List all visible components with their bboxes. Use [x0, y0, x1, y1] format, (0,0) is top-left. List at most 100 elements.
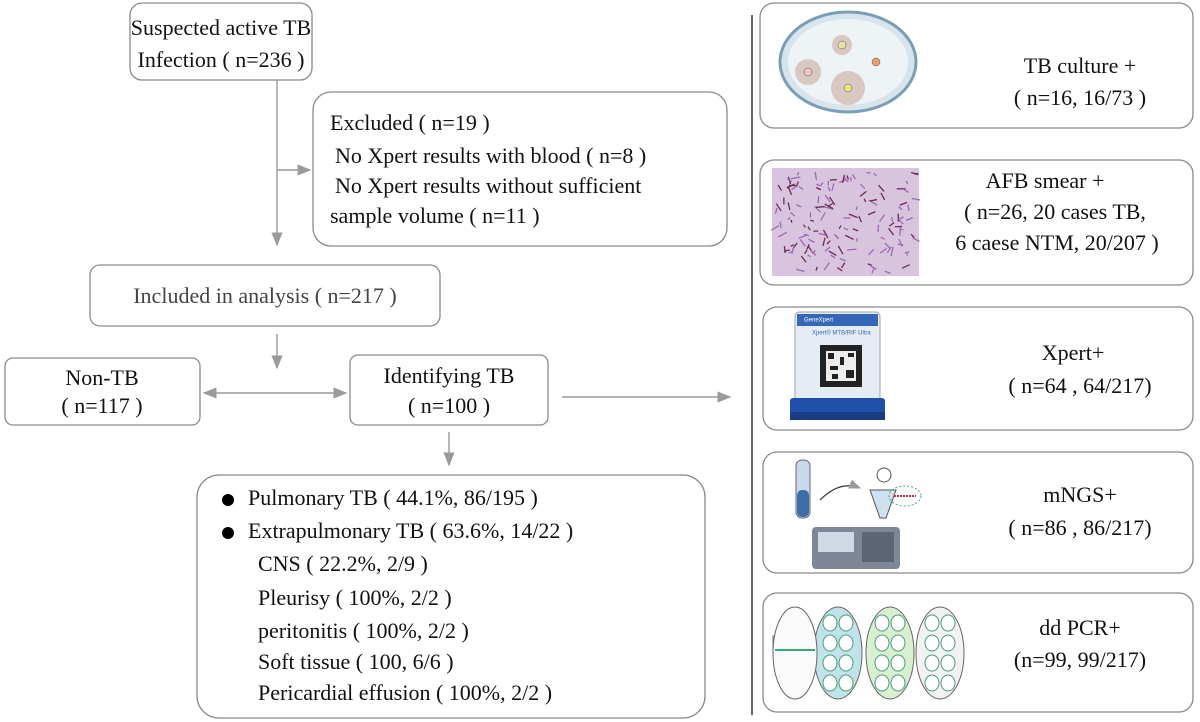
icon-detail [884, 242, 891, 249]
icon-detail [897, 243, 904, 246]
icon-detail [869, 264, 877, 271]
icon-detail [898, 205, 903, 211]
icon-detail [890, 634, 906, 652]
method-label: ( n=86 , 86/217) [1008, 515, 1151, 540]
bullet [222, 494, 234, 506]
icon-detail [786, 183, 795, 189]
icon-detail [808, 238, 815, 244]
icon-detail [814, 171, 818, 181]
icon-detail [787, 202, 791, 211]
icon-detail [901, 264, 910, 269]
ddpcr-icon [772, 606, 965, 700]
icon-detail [915, 606, 965, 700]
icon-detail [828, 250, 837, 257]
icon-detail [898, 238, 904, 247]
icon-detail [924, 654, 940, 672]
icon-detail [820, 212, 826, 221]
icon-detail [907, 204, 910, 211]
icon-detail [874, 614, 890, 632]
icon-detail [783, 249, 790, 252]
icon-detail [865, 606, 915, 700]
icon-detail [824, 194, 831, 203]
identifying-box [349, 354, 549, 426]
excluded-text: sample volume ( n=11 ) [330, 203, 540, 228]
icon-detail [897, 216, 904, 221]
icon-detail [800, 255, 807, 263]
method-label: TB culture + [1024, 53, 1137, 78]
icon-detail [843, 176, 849, 183]
icon-detail [878, 184, 885, 192]
icon-detail [791, 184, 799, 191]
icon-detail [873, 172, 877, 177]
icon-detail [795, 268, 805, 273]
icon-detail [880, 192, 886, 201]
smear-icon [770, 168, 921, 276]
icon-detail [879, 247, 888, 254]
site-text: Soft tissue ( 100, 6/6 ) [258, 649, 454, 674]
icon-detail [831, 183, 835, 191]
icon-detail [839, 257, 846, 262]
icon-detail [820, 182, 824, 187]
method-label: Xpert+ [1042, 340, 1105, 365]
icon-detail [867, 211, 876, 216]
icon-detail [814, 206, 822, 213]
icon-detail [889, 221, 895, 227]
site-text: peritonitis ( 100%, 2/2 ) [258, 618, 469, 643]
icon-detail [838, 634, 854, 652]
icon-detail [799, 239, 806, 247]
icon-detail [902, 188, 909, 193]
icon-detail [863, 198, 867, 203]
icon-detail [838, 654, 854, 672]
icon-detail [816, 187, 822, 191]
icon-detail [891, 216, 894, 222]
icon-detail [869, 198, 878, 202]
icon-detail [824, 206, 834, 210]
method-label: ( n=26, 20 cases TB, [964, 199, 1146, 224]
method-label: dd PCR+ [1039, 615, 1121, 640]
identifying-text: ( n=100 ) [408, 393, 490, 418]
icon-detail [803, 224, 806, 228]
icon-detail [879, 214, 886, 223]
site-text: Pulmonary TB ( 44.1%, 86/195 ) [248, 485, 538, 510]
icon-detail [810, 249, 817, 256]
icon-detail [890, 614, 906, 632]
icon-detail [880, 236, 886, 240]
icon-detail [803, 249, 808, 255]
sites-box [196, 474, 706, 719]
method-label: 6 caese NTM, 20/207 ) [955, 230, 1158, 255]
icon-detail [798, 186, 804, 190]
icon-detail [822, 614, 838, 632]
site-text: Extrapulmonary TB ( 63.6%, 14/22 ) [248, 518, 573, 543]
icon-detail [852, 228, 859, 232]
icon-detail [843, 227, 849, 231]
petri-dish-icon [778, 10, 918, 114]
image-text: Xpert® MTB/RIF Ultra [812, 330, 871, 337]
icon-detail [816, 183, 821, 187]
icon-detail [791, 244, 796, 254]
icon-detail [770, 225, 780, 231]
icon-detail [859, 183, 866, 189]
icon-detail [807, 226, 811, 231]
icon-detail [858, 215, 863, 223]
icon-detail [815, 266, 818, 271]
icon-detail [844, 234, 854, 241]
icon-detail [836, 267, 843, 272]
icon-detail [822, 237, 826, 246]
icon-detail [940, 614, 956, 632]
icon-detail [890, 246, 894, 257]
method-label: (n=99, 99/217) [1014, 647, 1146, 672]
identifying-text: Identifying TB [384, 363, 515, 388]
icon-detail [886, 246, 892, 254]
suspected-box [129, 2, 313, 81]
non-tb-text: ( n=117 ) [61, 393, 142, 418]
icon-detail [787, 216, 791, 221]
icon-detail [855, 206, 859, 211]
icon-detail [826, 240, 831, 245]
icon-detail [824, 246, 831, 252]
image-text: GeneXpert [804, 318, 833, 324]
icon-detail [890, 674, 906, 692]
icon-detail [815, 206, 825, 208]
excluded-text: No Xpert results with blood ( n=8 ) [335, 143, 646, 168]
icon-detail [810, 219, 815, 222]
included-text: Included in analysis ( n=217 ) [133, 283, 397, 308]
